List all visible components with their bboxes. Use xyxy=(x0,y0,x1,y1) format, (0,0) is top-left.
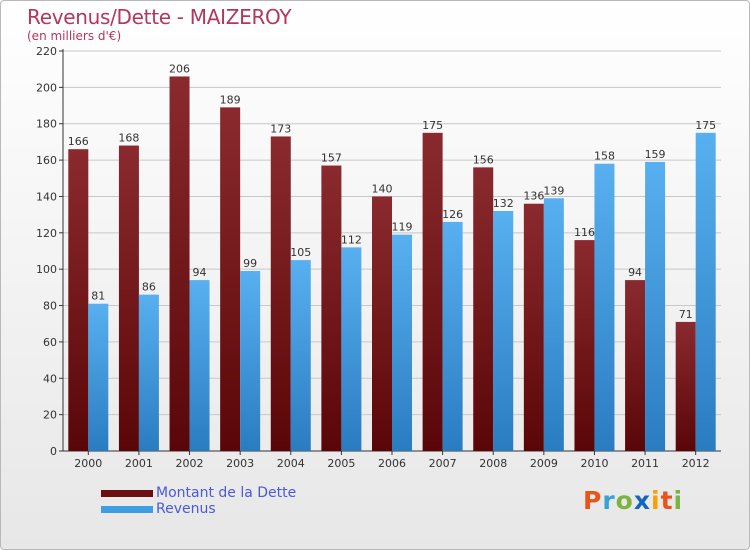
logo-letter: i xyxy=(651,486,661,515)
data-label-revenus-2009: 139 xyxy=(543,184,564,197)
bar-revenus-2003 xyxy=(240,271,261,451)
bar-debt-2005 xyxy=(321,165,342,451)
x-tick-label: 2004 xyxy=(277,457,305,470)
data-labels-group: 166 81 168 86 206 94 189 99 173 105 157 112 140 119 17… xyxy=(68,62,716,320)
y-tick-label: 0 xyxy=(50,445,57,458)
bar-debt-2007 xyxy=(422,132,443,451)
data-label-revenus-2000: 81 xyxy=(91,290,105,303)
x-tick-label: 2010 xyxy=(580,457,608,470)
bar-revenus-2010 xyxy=(594,163,615,451)
data-label-revenus-2007: 126 xyxy=(442,208,463,221)
y-tick-label: 100 xyxy=(36,263,57,276)
bar-revenus-2006 xyxy=(392,234,412,451)
data-label-debt-2005: 157 xyxy=(321,152,342,165)
bar-revenus-2002 xyxy=(189,280,210,451)
bar-revenus-2009 xyxy=(543,198,564,451)
proxiti-logo: Proxiti xyxy=(583,486,683,515)
data-label-revenus-2001: 86 xyxy=(142,281,156,294)
y-tick-label: 80 xyxy=(43,300,57,313)
bar-debt-2011 xyxy=(625,280,646,451)
bar-debt-2006 xyxy=(372,196,392,451)
data-label-debt-2012: 71 xyxy=(679,308,693,321)
y-tick-label: 120 xyxy=(36,227,57,240)
logo-letter: o xyxy=(615,486,634,515)
data-label-debt-2002: 206 xyxy=(169,62,190,75)
y-tick-label: 200 xyxy=(36,81,57,94)
data-label-revenus-2003: 99 xyxy=(243,257,257,270)
x-tick-label: 2003 xyxy=(226,457,254,470)
data-label-debt-2011: 94 xyxy=(628,266,642,279)
data-label-debt-2001: 168 xyxy=(118,132,139,145)
data-label-revenus-2006: 119 xyxy=(392,221,413,234)
data-label-debt-2009: 136 xyxy=(523,190,544,203)
data-label-debt-2010: 116 xyxy=(574,226,595,239)
data-label-revenus-2012: 175 xyxy=(695,119,716,132)
data-label-revenus-2008: 132 xyxy=(493,197,514,210)
x-tick-label: 2000 xyxy=(74,457,102,470)
logo-letter: r xyxy=(602,486,616,515)
y-tick-label: 140 xyxy=(36,190,57,203)
legend-swatch-debt xyxy=(101,490,153,497)
y-tick-label: 20 xyxy=(43,409,57,422)
bar-debt-2002 xyxy=(169,76,190,452)
logo-letter: t xyxy=(660,486,674,515)
bar-revenus-2008 xyxy=(493,211,514,451)
bar-revenus-2007 xyxy=(442,221,463,451)
bars-group xyxy=(68,76,716,452)
y-tick-label: 160 xyxy=(36,154,57,167)
legend-swatch-revenus xyxy=(101,506,153,513)
x-tick-label: 2006 xyxy=(378,457,406,470)
x-tick-label: 2001 xyxy=(125,457,153,470)
x-tick-label: 2009 xyxy=(530,457,558,470)
data-label-debt-2008: 156 xyxy=(473,153,494,166)
data-label-revenus-2010: 158 xyxy=(594,150,615,163)
bar-debt-2000 xyxy=(68,149,89,451)
y-tick-label: 180 xyxy=(36,118,57,131)
bar-debt-2004 xyxy=(270,136,291,452)
y-tick-label: 60 xyxy=(43,336,57,349)
chart-title: Revenus/Dette - MAIZEROY xyxy=(27,5,292,29)
data-label-debt-2007: 175 xyxy=(422,119,443,132)
data-label-revenus-2005: 112 xyxy=(341,233,362,246)
legend-label-revenus: Revenus xyxy=(156,501,216,517)
x-tick-label: 2011 xyxy=(631,457,659,470)
x-tick-label: 2007 xyxy=(429,457,457,470)
y-tick-label: 40 xyxy=(43,372,57,385)
x-tick-label: 2002 xyxy=(176,457,204,470)
logo-letter: i xyxy=(673,486,684,515)
axes: 0 20 40 60 80 100 120 140 160 180 200 220 2000 2001 20… xyxy=(36,45,721,470)
x-tick-label: 2008 xyxy=(479,457,507,470)
bar-debt-2010 xyxy=(574,240,595,451)
data-label-revenus-2004: 105 xyxy=(290,246,311,259)
data-label-revenus-2002: 94 xyxy=(193,266,207,279)
data-label-debt-2004: 173 xyxy=(270,122,291,135)
bar-debt-2009 xyxy=(523,203,544,451)
data-label-revenus-2011: 159 xyxy=(645,148,666,161)
data-label-debt-2000: 166 xyxy=(68,135,89,148)
data-label-debt-2006: 140 xyxy=(372,182,393,195)
x-tick-label: 2012 xyxy=(682,457,710,470)
bar-revenus-2001 xyxy=(138,294,159,451)
bar-revenus-2000 xyxy=(88,303,109,451)
bar-debt-2003 xyxy=(220,107,241,451)
bar-revenus-2004 xyxy=(290,260,311,451)
bar-debt-2012 xyxy=(675,321,696,451)
legend-label-debt: Montant de la Dette xyxy=(156,485,297,501)
bar-revenus-2005 xyxy=(341,247,362,451)
bar-revenus-2012 xyxy=(695,132,716,451)
bar-debt-2008 xyxy=(473,167,494,451)
chart-subtitle: (en milliers d'€) xyxy=(27,29,122,43)
bar-revenus-2011 xyxy=(645,161,666,451)
data-label-debt-2003: 189 xyxy=(220,93,241,106)
logo-letter: x xyxy=(633,486,651,515)
x-tick-label: 2005 xyxy=(327,457,355,470)
logo-letter: P xyxy=(583,486,603,515)
bar-debt-2001 xyxy=(118,145,139,451)
y-tick-label: 220 xyxy=(36,45,57,58)
